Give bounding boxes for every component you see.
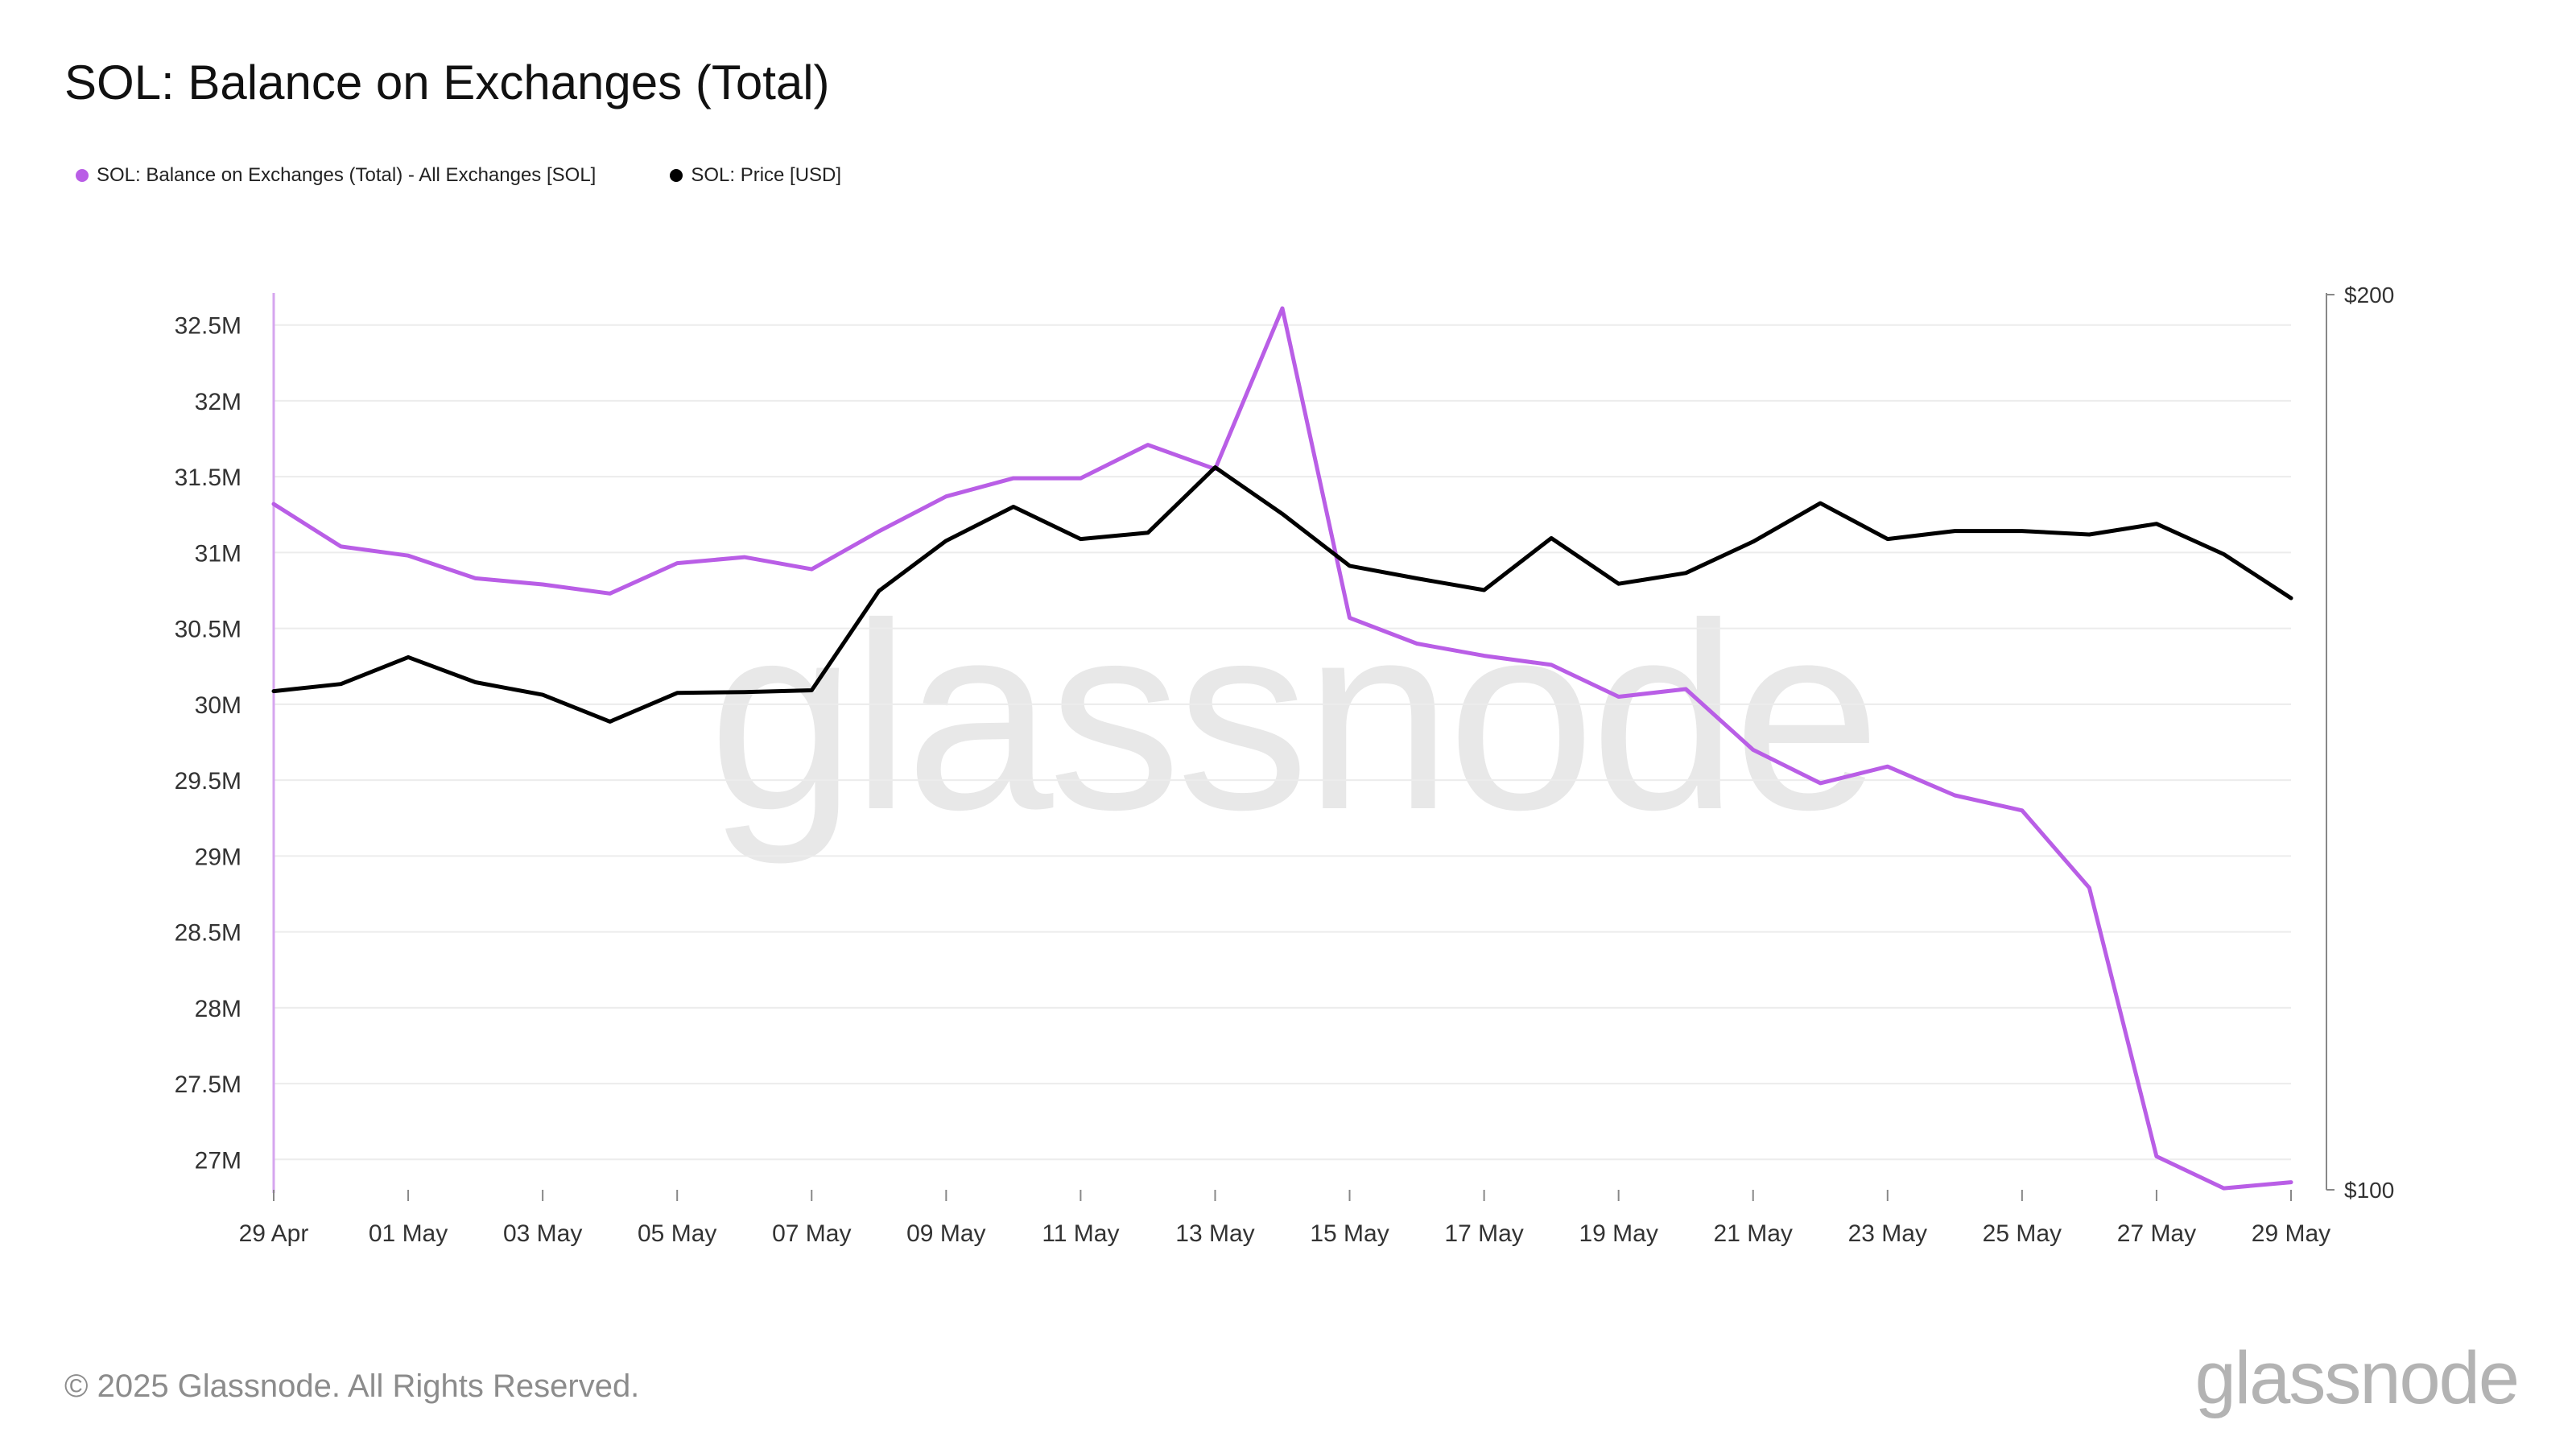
- x-tick-label: 11 May: [1042, 1220, 1119, 1247]
- legend: SOL: Balance on Exchanges (Total) - All …: [76, 164, 915, 187]
- y-left-tick-label: 30.5M: [175, 617, 242, 643]
- y-right-tick-label: $200: [2344, 283, 2394, 308]
- series-line-balance: [271, 306, 2293, 1191]
- x-tick-label: 29 May: [2252, 1220, 2330, 1247]
- legend-dot-price: [670, 169, 683, 182]
- glassnode-logo: glassnode: [2194, 1337, 2520, 1419]
- series-line-price: [271, 465, 2293, 724]
- x-tick-label: 07 May: [772, 1220, 851, 1247]
- legend-label-price: SOL: Price [USD]: [691, 164, 842, 186]
- center-watermark: glassnode: [708, 568, 1880, 865]
- y-left-tick-label: 27M: [195, 1147, 242, 1174]
- y-left-tick-label: 29.5M: [175, 768, 242, 795]
- y-left-tick-label: 29M: [195, 844, 242, 870]
- x-tick-label: 15 May: [1310, 1220, 1389, 1247]
- x-tick-label: 29 Apr: [239, 1220, 309, 1247]
- y-left-tick-label: 31.5M: [175, 464, 242, 491]
- legend-dot-balance: [76, 169, 89, 182]
- x-tick-label: 23 May: [1848, 1220, 1927, 1247]
- x-tick-label: 19 May: [1579, 1220, 1657, 1247]
- y-left-tick-label: 32M: [195, 389, 242, 415]
- x-tick-label: 09 May: [906, 1220, 985, 1247]
- x-tick-label: 27 May: [2117, 1220, 2196, 1247]
- x-tick-label: 21 May: [1714, 1220, 1793, 1247]
- y-left-tick-label: 28M: [195, 996, 242, 1022]
- legend-item-balance[interactable]: SOL: Balance on Exchanges (Total) - All …: [76, 164, 596, 187]
- y-right-tick-label: $100: [2344, 1178, 2394, 1203]
- legend-label-balance: SOL: Balance on Exchanges (Total) - All …: [97, 164, 597, 186]
- chart-title: SOL: Balance on Exchanges (Total): [64, 56, 830, 109]
- x-tick-label: 01 May: [369, 1220, 448, 1247]
- x-tick-label: 05 May: [638, 1220, 716, 1247]
- x-tick-label: 13 May: [1175, 1220, 1254, 1247]
- x-tick-label: 03 May: [503, 1220, 582, 1247]
- copyright-footer: © 2025 Glassnode. All Rights Reserved.: [64, 1368, 640, 1404]
- y-left-tick-label: 32.5M: [175, 313, 242, 340]
- legend-item-price[interactable]: SOL: Price [USD]: [670, 164, 841, 187]
- y-left-tick-label: 30M: [195, 692, 242, 719]
- x-tick-label: 25 May: [1983, 1220, 2062, 1247]
- x-tick-label: 17 May: [1444, 1220, 1523, 1247]
- y-left-tick-label: 28.5M: [175, 920, 242, 947]
- y-left-tick-label: 31M: [195, 540, 242, 567]
- y-left-tick-label: 27.5M: [175, 1071, 242, 1098]
